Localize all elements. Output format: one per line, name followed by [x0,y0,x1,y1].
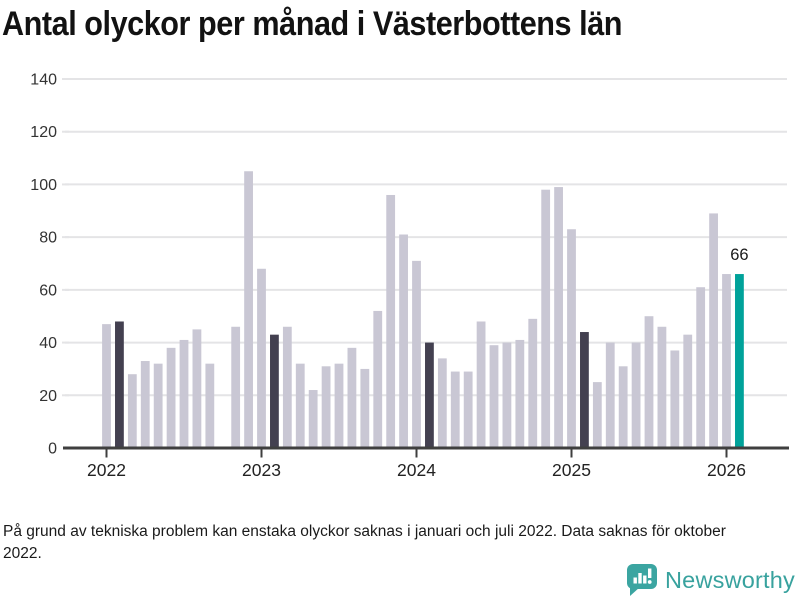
bar-2022-01 [102,324,111,448]
bar-2022-11 [231,326,241,448]
newsworthy-logo: Newsworthy [626,563,795,597]
bar-2023-04 [295,363,305,448]
bar-2023-10 [373,310,383,448]
bar-2023-07 [334,363,344,448]
logo-exclamation-dot [647,580,652,584]
bar-2022-05 [153,363,163,448]
bar-2024-09 [515,339,525,448]
newsworthy-speech-bubble-chart-icon [627,564,658,596]
x-axis-label-2024: 2024 [397,460,436,480]
bar-2024-12 [554,187,563,449]
bar-2026-01 [722,274,731,448]
bar-2024-03 [437,358,447,448]
x-axis-label-2022: 2022 [87,460,126,480]
bar-2023-05 [308,390,318,448]
bar-2022-09 [205,363,215,448]
bar-2025-12 [709,213,718,448]
footnote-text: På grund av tekniska problem kan enstaka… [3,523,726,562]
logo-exclamation-stroke [648,568,652,578]
bar-2025-03 [592,382,602,448]
logo-mini-bar-3 [643,575,647,584]
bar-2023-11 [386,194,396,448]
bar-2022-03 [127,374,137,448]
y-axis-label-80: 80 [39,230,57,247]
bar-2022-06 [166,347,176,448]
bar-2025-06 [631,342,641,448]
x-axis-label-2026: 2026 [707,460,746,480]
x-axis-label-2025: 2025 [552,460,591,480]
bar-2025-02 [580,332,589,448]
chart-title: Antal olyckor per månad i Västerbottens … [2,5,623,43]
newsworthy-logo-text: Newsworthy [665,566,795,593]
bar-2025-11 [696,287,706,448]
bar-2022-07 [179,339,189,448]
bar-2022-12 [244,171,253,448]
y-axis-label-60: 60 [39,282,57,299]
y-axis-label-100: 100 [30,177,57,194]
bar-2023-12 [399,234,408,448]
y-axis-label-40: 40 [39,335,57,352]
bar-2025-07 [644,316,654,448]
bar-2024-02 [425,342,434,448]
bar-2024-06 [476,321,486,448]
bar-2024-04 [450,371,460,448]
bar-2023-02 [270,334,279,448]
y-axis-label-20: 20 [39,388,57,405]
bar-2025-04 [605,342,615,448]
bar-2024-10 [528,318,538,448]
bar-2022-02 [115,321,124,448]
bar-2025-10 [683,334,693,448]
logo-bubble-tail [630,587,641,596]
logo-bubble [627,564,658,589]
bar-2022-08 [192,329,202,448]
bar-2026-02 [735,274,744,448]
bar-2025-01 [567,229,576,448]
y-axis-label-120: 120 [30,124,57,141]
bar-2024-01 [412,260,421,448]
y-axis-label-140: 140 [30,72,57,89]
bar-2023-08 [347,347,357,448]
bar-2023-06 [321,366,331,448]
bar-2023-03 [282,326,292,448]
x-axis-label-2023: 2023 [242,460,281,480]
bar-2024-07 [489,345,499,448]
logo-mini-bar-2 [638,573,642,584]
monthly-accidents-bar-chart: 0 20 40 60 80 100 120 140 2022 2023 2024 2025 2026 66 [30,72,789,480]
bar-2025-09 [670,350,680,448]
bar-2023-01 [257,268,266,448]
bar-2023-09 [360,368,370,448]
bar-2025-05 [618,366,628,448]
bar-2022-04 [140,361,150,448]
bar-2025-08 [657,326,667,448]
bar-2024-05 [463,371,473,448]
y-axis-label-0: 0 [48,441,57,458]
current-bar-value-label: 66 [730,246,748,264]
bar-2024-11 [541,189,551,448]
bar-2024-08 [502,342,512,448]
logo-mini-bar-1 [633,577,637,584]
